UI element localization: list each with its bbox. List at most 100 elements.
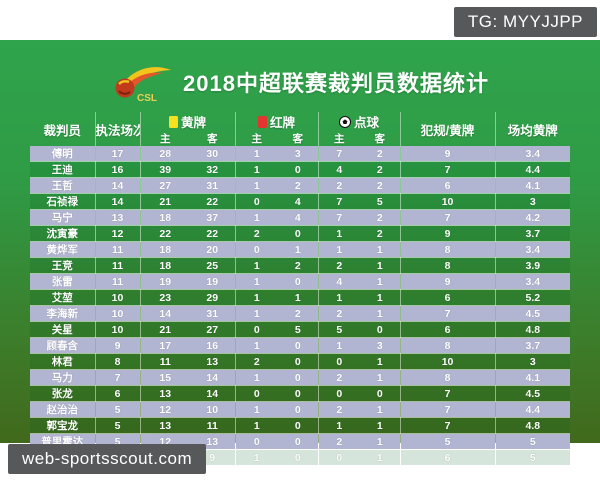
stat-value: 4.5 [495,385,571,402]
referee-name: 黄烨军 [30,241,96,258]
stat-value: 3 [495,193,571,210]
stat-value: 1 [360,241,401,258]
csl-logo-icon: CSL [115,67,172,103]
stat-value: 1 [360,417,401,434]
referee-name: 赵治治 [30,401,96,418]
stat-value: 0 [278,369,319,386]
stat-value: 0 [235,321,279,338]
stat-value: 0 [318,353,361,370]
stat-value: 4.8 [495,417,571,434]
stat-value: 1 [235,449,279,466]
stat-value: 5 [360,193,401,210]
stat-value: 31 [190,177,236,194]
stat-value: 14 [95,193,141,210]
stat-value: 10 [95,305,141,322]
red-label: 红牌 [270,116,296,130]
stat-value: 7 [400,385,496,402]
stat-value: 8 [400,257,496,274]
stat-value: 12 [95,225,141,242]
stat-value: 1 [360,449,401,466]
stat-value: 7 [400,209,496,226]
stat-value: 1 [360,401,401,418]
stat-value: 8 [400,337,496,354]
stat-value: 13 [95,209,141,226]
stat-value: 4 [278,209,319,226]
table-row: 王竞 11 18 25 1 2 2 1 8 3.9 [30,257,571,274]
stat-value: 3.7 [495,337,571,354]
stat-value: 1 [235,209,279,226]
stat-value: 6 [400,177,496,194]
yellow-label: 黄牌 [181,116,207,130]
col-header-red: 红牌 [235,112,319,131]
stat-value: 1 [235,177,279,194]
stat-value: 27 [190,321,236,338]
stat-value: 2 [235,225,279,242]
referee-name: 李海新 [30,305,96,322]
stat-value: 6 [400,449,496,466]
stat-value: 13 [140,385,190,402]
stat-value: 19 [140,273,190,290]
stat-value: 2 [278,257,319,274]
stat-value: 6 [400,289,496,306]
stat-value: 4.8 [495,321,571,338]
stat-value: 15 [140,369,190,386]
stat-value: 19 [190,273,236,290]
stat-value: 1 [360,305,401,322]
table-row: 李海新 10 14 31 1 2 2 1 7 4.5 [30,305,571,322]
stat-value: 21 [140,193,190,210]
stat-value: 18 [140,209,190,226]
stat-value: 1 [360,273,401,290]
stat-value: 1 [235,417,279,434]
stat-value: 3 [495,353,571,370]
referee-name: 王迪 [30,161,96,178]
stat-value: 1 [360,257,401,274]
table-row: 马宁 13 18 37 1 4 7 2 7 4.2 [30,209,571,226]
stat-value: 3 [278,146,319,162]
table-header: 裁判员 执法场次 黄牌 红牌 [30,112,570,146]
stat-value: 5 [495,433,571,450]
stat-value: 0 [278,161,319,178]
stat-value: 22 [190,225,236,242]
subheader-penalty-home: 主 [334,133,345,145]
red-card-icon [258,115,268,128]
stat-value: 27 [140,177,190,194]
stat-value: 1 [318,337,361,354]
stat-value: 0 [278,433,319,450]
penalty-label: 点球 [354,116,380,130]
referee-name: 艾堃 [30,289,96,306]
stat-value: 0 [278,417,319,434]
stat-value: 0 [278,353,319,370]
stat-value: 0 [360,321,401,338]
stat-value: 11 [95,241,141,258]
stat-value: 5 [95,417,141,434]
stat-value: 8 [400,369,496,386]
stat-value: 30 [190,146,236,162]
stat-value: 3.4 [495,146,571,162]
referee-name: 马力 [30,369,96,386]
stat-value: 5 [495,449,571,466]
stat-value: 4.4 [495,161,571,178]
stat-value: 0 [235,193,279,210]
yellow-card-icon [169,115,178,128]
table-row: 马力 7 15 14 1 0 2 1 8 4.1 [30,369,571,386]
stat-value: 2 [360,209,401,226]
stat-value: 4 [318,161,361,178]
col-header-matches: 执法场次 [95,112,141,146]
stat-value: 31 [190,305,236,322]
subheader-red-home: 主 [251,133,263,145]
stat-value: 1 [235,401,279,418]
title-row: CSL 2018中超联赛裁判员数据统计 [0,58,600,106]
stat-value: 7 [318,146,361,162]
stat-value: 13 [140,417,190,434]
csl-logo-text: CSL [137,93,157,103]
stat-value: 1 [318,225,361,242]
stat-value: 9 [400,225,496,242]
stat-value: 18 [140,241,190,258]
stat-value: 3.4 [495,241,571,258]
referee-name: 林君 [30,353,96,370]
stat-value: 17 [140,337,190,354]
watermark-badge: web-sportsscout.com [8,444,207,474]
stat-value: 0 [235,241,279,258]
stat-value: 1 [278,241,319,258]
stat-value: 7 [400,401,496,418]
